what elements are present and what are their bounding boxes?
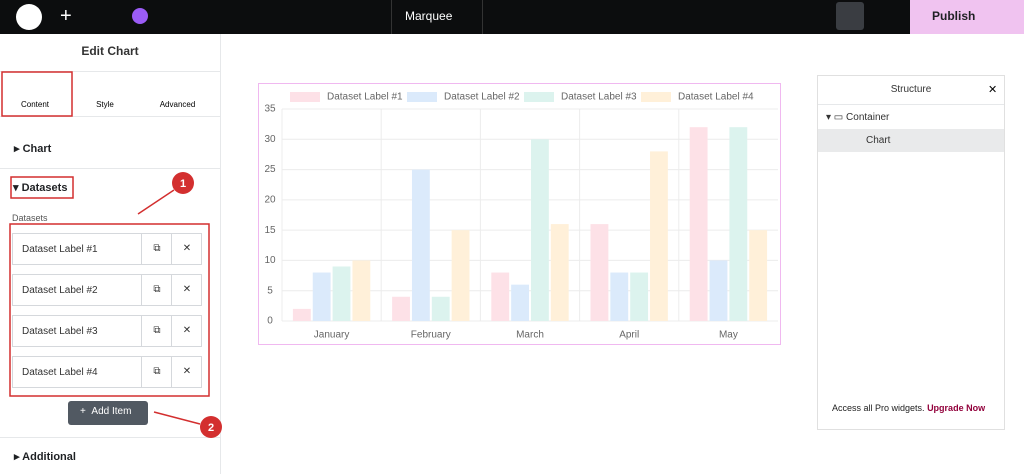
repeater-item[interactable]: Dataset Label #2 ⧉ ✕ — [12, 274, 202, 306]
x-tick-label: April — [619, 330, 639, 341]
close-button[interactable]: ✕ — [988, 84, 998, 96]
bar — [451, 230, 470, 321]
section-header[interactable]: ▾ Datasets — [13, 182, 68, 194]
panel-title: Edit Chart — [81, 44, 139, 58]
remove-button[interactable]: ✕ — [171, 234, 202, 264]
bar — [709, 260, 728, 321]
structure-header: Structure ✕ — [818, 76, 1004, 105]
bar — [550, 224, 569, 321]
bar — [729, 127, 748, 321]
item-label: Dataset Label #1 — [22, 244, 98, 255]
ai-icon[interactable] — [132, 8, 148, 24]
top-bar: + Marquee Publish — [0, 0, 1024, 34]
structure-button[interactable] — [836, 2, 864, 30]
legend-swatch — [524, 92, 554, 102]
bar — [312, 272, 331, 321]
remove-button[interactable]: ✕ — [171, 357, 202, 387]
duplicate-button[interactable]: ⧉ — [141, 275, 172, 305]
bar — [630, 272, 649, 321]
bar — [749, 230, 768, 321]
tab[interactable]: Advanced — [159, 100, 196, 109]
tabs: Content Style Advanced — [0, 71, 220, 117]
bar — [411, 169, 430, 321]
bar — [332, 266, 351, 321]
legend-label: Dataset Label #3 — [561, 92, 637, 103]
x-tick-label: May — [719, 330, 738, 341]
promo-text: Access all Pro widgets. — [832, 403, 925, 413]
bar — [352, 260, 371, 321]
duplicate-button[interactable]: ⧉ — [141, 316, 172, 346]
page-name: Marquee — [405, 9, 453, 23]
bar — [590, 224, 609, 321]
bar — [491, 272, 510, 321]
field-label: Datasets — [12, 213, 48, 223]
tab[interactable]: Style — [96, 100, 114, 109]
structure-panel: Structure ✕ ▾ ▭ Container Chart Access a… — [817, 75, 1005, 430]
y-tick-label: 15 — [264, 225, 276, 236]
tree-item-selected[interactable]: Chart — [818, 129, 1004, 152]
logo[interactable] — [16, 4, 42, 30]
x-tick-label: February — [411, 330, 451, 341]
editor-panel: Edit Chart Content Style Advanced ▸ Char… — [0, 34, 221, 474]
bar — [531, 139, 549, 321]
y-tick-label: 0 — [267, 316, 273, 327]
bar — [610, 272, 629, 321]
y-tick-label: 10 — [264, 255, 276, 266]
y-tick-label: 20 — [264, 194, 276, 205]
legend-swatch — [641, 92, 671, 102]
remove-button[interactable]: ✕ — [171, 275, 202, 305]
chart: 0 5 10 15 20 25 30 35 January February March April M… — [258, 83, 781, 345]
y-tick-label: 5 — [267, 285, 273, 296]
repeater-item[interactable]: Dataset Label #1 ⧉ ✕ — [12, 233, 202, 265]
y-tick-label: 25 — [264, 164, 276, 175]
item-label: Dataset Label #4 — [22, 367, 98, 378]
publish-button[interactable]: Publish — [910, 0, 1024, 34]
bar — [511, 284, 529, 321]
add-item-button[interactable]: + Add Item — [68, 401, 148, 425]
upgrade-link[interactable]: Upgrade Now — [927, 403, 986, 413]
legend-swatch — [290, 92, 320, 102]
divider — [0, 168, 220, 169]
legend-swatch — [407, 92, 437, 102]
y-tick-label: 35 — [264, 104, 276, 115]
duplicate-button[interactable]: ⧉ — [141, 234, 172, 264]
bar — [650, 151, 668, 321]
tab[interactable]: Content — [20, 100, 50, 109]
structure-title: Structure — [890, 84, 932, 95]
tree-label: Chart — [866, 135, 891, 146]
divider — [0, 437, 220, 438]
tree-label: Container — [846, 112, 890, 123]
publish-label: Publish — [932, 9, 976, 23]
y-tick-label: 30 — [264, 134, 276, 145]
item-label: Dataset Label #2 — [22, 285, 98, 296]
add-item-label: + Add Item — [80, 406, 132, 417]
page-selector[interactable]: Marquee — [391, 0, 483, 34]
section-title: Chart — [22, 143, 52, 155]
legend-label: Dataset Label #1 — [327, 92, 403, 103]
bar — [431, 296, 450, 321]
item-label: Dataset Label #3 — [22, 326, 98, 337]
section-header[interactable]: ▸ Chart — [14, 143, 52, 155]
section-title: Datasets — [21, 182, 68, 194]
legend-label: Dataset Label #2 — [444, 92, 520, 103]
repeater-item[interactable]: Dataset Label #4 ⧉ ✕ — [12, 356, 202, 388]
section-title: Additional — [22, 451, 76, 463]
x-tick-label: March — [516, 330, 544, 341]
duplicate-button[interactable]: ⧉ — [141, 357, 172, 387]
remove-button[interactable]: ✕ — [171, 316, 202, 346]
legend-label: Dataset Label #4 — [678, 92, 754, 103]
promo: Access all Pro widgets. Upgrade Now — [832, 403, 985, 413]
bar — [292, 308, 311, 321]
x-tick-label: January — [314, 330, 350, 341]
repeater-item[interactable]: Dataset Label #3 ⧉ ✕ — [12, 315, 202, 347]
bar — [392, 296, 410, 321]
add-icon[interactable]: + — [60, 5, 72, 27]
tree-item[interactable]: ▾ ▭ Container — [826, 112, 890, 123]
bar — [689, 127, 708, 321]
section-header[interactable]: ▸ Additional — [14, 451, 76, 463]
add-item-text: Add Item — [91, 406, 132, 417]
